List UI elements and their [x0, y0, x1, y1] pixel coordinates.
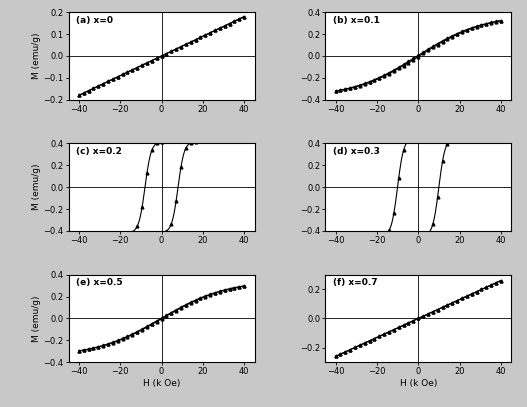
X-axis label: H (k Oe): H (k Oe): [143, 379, 180, 388]
Text: (f) x=0.7: (f) x=0.7: [333, 278, 377, 287]
Y-axis label: M (emu/g): M (emu/g): [32, 33, 41, 79]
Y-axis label: M (emu/g): M (emu/g): [32, 164, 41, 210]
Text: (e) x=0.5: (e) x=0.5: [76, 278, 123, 287]
Text: (b) x=0.1: (b) x=0.1: [333, 16, 379, 25]
Text: (c) x=0.2: (c) x=0.2: [76, 147, 122, 156]
Text: (a) x=0: (a) x=0: [76, 16, 113, 25]
X-axis label: H (k Oe): H (k Oe): [399, 379, 437, 388]
Text: (d) x=0.3: (d) x=0.3: [333, 147, 379, 156]
Y-axis label: M (emu/g): M (emu/g): [32, 295, 41, 342]
